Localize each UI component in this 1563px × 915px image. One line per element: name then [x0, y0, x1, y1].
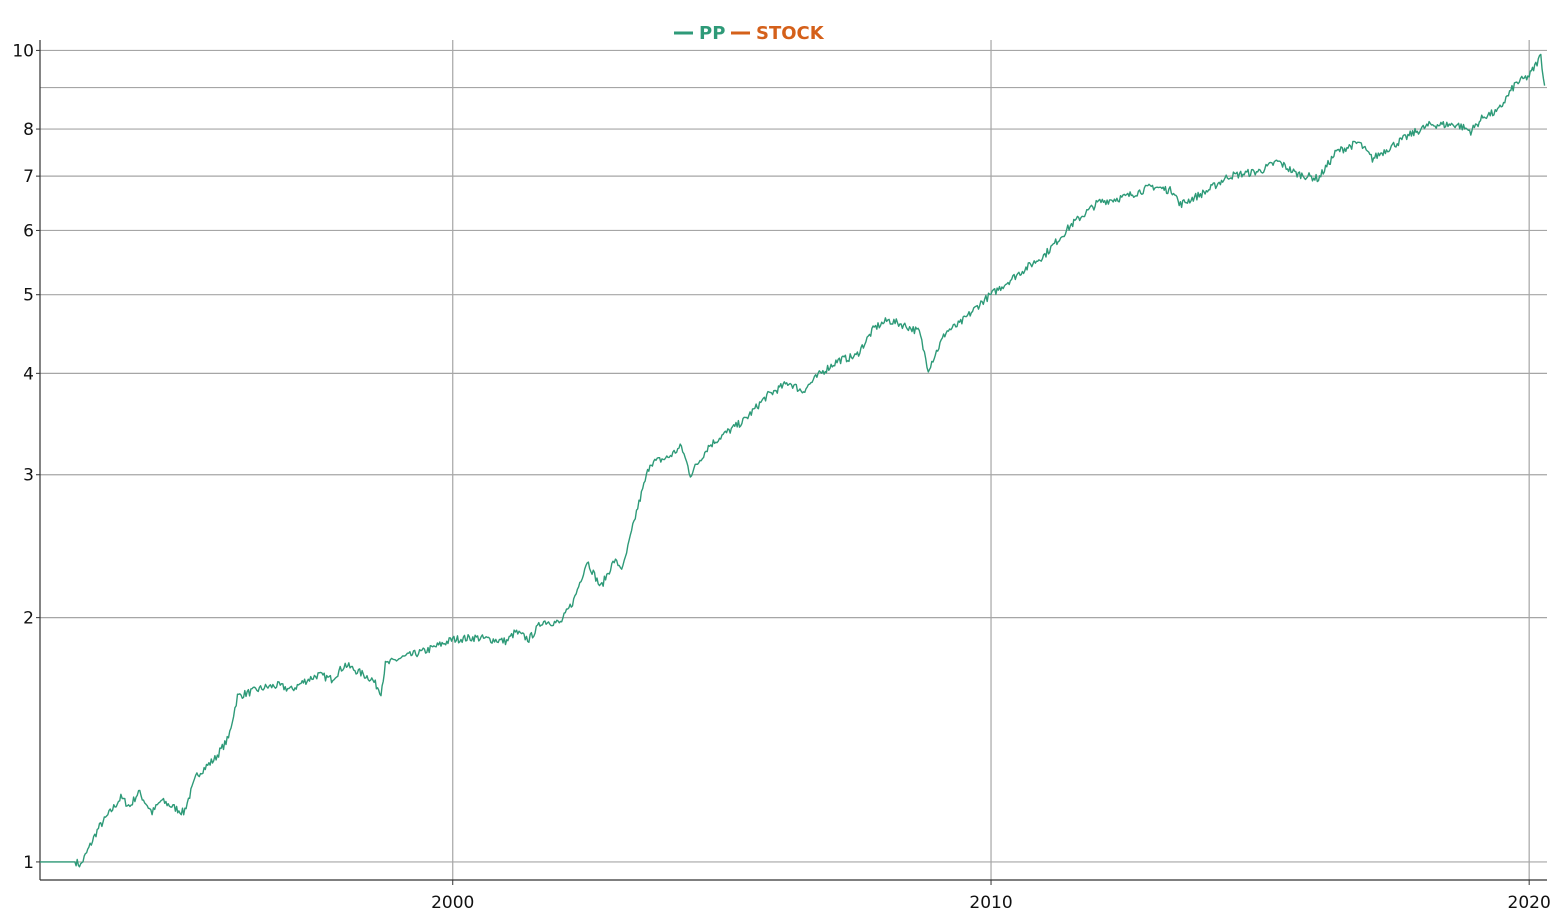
y-tick-label-6: 6: [23, 221, 34, 241]
y-tick-label-3: 3: [23, 466, 34, 486]
y-tick-labels: 1 2 3 4 5 6 7 8 10: [12, 41, 40, 873]
legend-item-stock[interactable]: STOCK: [731, 23, 825, 44]
y-tick-label-4: 4: [23, 364, 34, 384]
x-tick-label-2020: 2020: [1508, 893, 1551, 913]
series-lines: [40, 53, 1546, 868]
legend-label-stock: STOCK: [756, 23, 825, 44]
y-tick-label-8: 8: [23, 120, 34, 140]
legend-label-pp: PP: [699, 23, 725, 44]
x-tick-label-2010: 2010: [969, 893, 1012, 913]
grid-lines: [40, 40, 1547, 880]
y-tick-label-10: 10: [12, 41, 34, 61]
y-tick-label-7: 7: [23, 167, 34, 187]
y-tick-label-1: 1: [23, 853, 34, 873]
y-tick-label-5: 5: [23, 286, 34, 306]
y-tick-label-2: 2: [23, 609, 34, 629]
series-line-pp: [40, 53, 1546, 868]
legend-item-pp[interactable]: PP: [674, 23, 725, 44]
axes: [39, 40, 1547, 881]
x-tick-label-2000: 2000: [431, 893, 474, 913]
x-tick-labels: 2000 2010 2020: [431, 880, 1551, 913]
legend[interactable]: PP STOCK: [674, 23, 825, 44]
